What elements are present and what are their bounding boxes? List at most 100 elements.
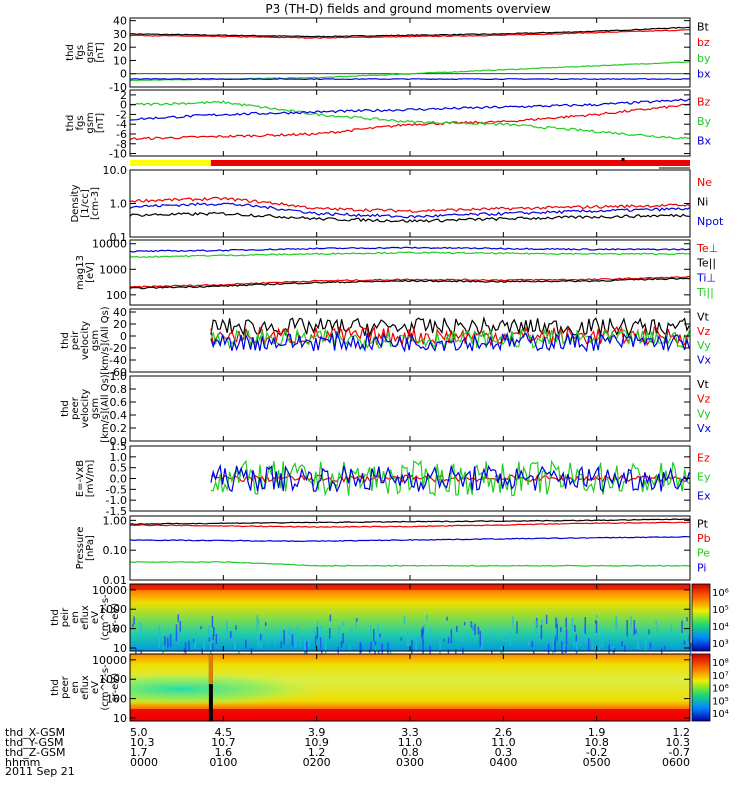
time-axis-value: 0500 <box>583 756 611 769</box>
spectrogram-streak <box>324 646 327 661</box>
time-axis-value: 4.5 <box>215 726 233 739</box>
legend-entry: Ey <box>697 470 711 483</box>
y-tick-label: 1000 <box>99 263 127 276</box>
series-line-Vx <box>210 330 690 353</box>
legend-entry: Vt <box>697 310 710 323</box>
spectrogram-streak <box>637 632 639 649</box>
time-axis: thd_X-GSM 5.0 4.5 3.9 3.3 2.6 1.9 1.2 thd_Y-GSM 1… <box>5 726 690 769</box>
panel-ylabel: [nPa] <box>85 535 96 561</box>
time-axis-row-label: thd_X-GSM <box>5 726 65 739</box>
y-tick-label: 0.6 <box>110 396 128 409</box>
panel-ylabel: gsm <box>90 330 101 351</box>
spectrogram-streak <box>612 646 615 658</box>
spectrogram-streak <box>209 642 212 657</box>
spectrogram-streak <box>411 640 413 655</box>
spectrogram-streak <box>169 634 172 647</box>
y-tick-label: -0.5 <box>106 483 127 496</box>
series-line-Bt <box>129 26 691 38</box>
y-tick-label: 0.0 <box>110 435 128 448</box>
spectrogram-streak <box>516 621 518 634</box>
spectrogram-streak <box>552 638 554 656</box>
spectrogram-streak <box>615 615 618 629</box>
panel-ylabel: peir <box>70 330 81 350</box>
series-line-Bz <box>129 103 691 141</box>
panel-ylabel: fgs <box>75 45 86 60</box>
spectrogram-streak <box>178 638 180 642</box>
spectrogram-streak <box>584 616 587 634</box>
time-axis-value: 3.9 <box>308 726 326 739</box>
spectrogram-streak <box>338 626 340 635</box>
spectrogram-streak <box>226 621 228 638</box>
spectrogram-streak <box>370 641 372 651</box>
y-tick-label: 100 <box>106 693 127 706</box>
panel-fgs_zoom: Bz By Bx 20-2-4-6-8-10 thd fgs gsm [nT] <box>65 89 712 161</box>
spectrogram-streak <box>648 629 650 635</box>
spectrogram-streak <box>493 630 496 637</box>
spectrogram-streak <box>325 635 328 644</box>
panel-ylabel: thd <box>65 44 76 61</box>
time-axis-value: 0300 <box>396 756 424 769</box>
series-line-Vt <box>210 315 690 339</box>
spectrogram-streak <box>422 626 424 635</box>
time-axis-row-label: hhmm <box>5 756 40 769</box>
colorbar-tick-label: 10⁶ <box>712 684 729 695</box>
panel-ylabel: thd <box>50 679 61 696</box>
colorbar-tick-label: 10⁸ <box>712 658 729 669</box>
spectrogram-streak <box>447 637 450 644</box>
series-line-Ey <box>210 459 690 497</box>
spectrogram-streak <box>555 632 558 640</box>
spectrogram-streak <box>586 637 588 644</box>
legend-entry: Vz <box>697 325 711 338</box>
spectrogram-streak <box>601 629 604 643</box>
spectrogram-streak <box>688 634 691 643</box>
spectrogram-streak <box>329 614 332 622</box>
spectrogram-streak <box>450 629 453 644</box>
spectrogram-streak <box>312 627 315 635</box>
y-tick-label: 1.0 <box>110 198 128 211</box>
spectrogram-streak <box>594 619 597 624</box>
legend-entry: Bx <box>697 134 712 147</box>
spectrogram-streak <box>554 636 556 653</box>
spectrogram-streak <box>608 633 610 645</box>
y-tick-label: 20 <box>113 318 127 331</box>
spectrogram-streak <box>256 615 259 633</box>
panel-ylabel: en <box>70 681 81 694</box>
spectrogram-streak <box>426 614 428 622</box>
panel-ylabel: Pressure <box>75 527 86 570</box>
spectrogram-streak <box>621 640 623 647</box>
spectrogram-streak <box>348 644 351 650</box>
series-line-Pb <box>130 521 691 528</box>
panel-ylabel: en <box>70 611 81 624</box>
time-axis-row-label: thd_Z-GSM <box>5 746 65 759</box>
spectrogram-streak <box>184 642 187 657</box>
spectrogram-streak <box>299 633 301 647</box>
legend-entry: Bt <box>697 21 710 34</box>
y-tick-label: 10.0 <box>103 164 128 177</box>
spectrogram-streak <box>574 624 576 633</box>
spectrogram-streak <box>234 643 236 650</box>
panel-ylabel: E=-VxB <box>75 460 86 497</box>
spectrogram-streak <box>326 630 329 634</box>
panel-ylabel: [eV] <box>85 262 96 283</box>
spectrogram-streak <box>291 634 294 647</box>
spectrogram-streak <box>670 624 673 639</box>
colorbar <box>691 653 711 722</box>
spectrogram-streak <box>512 616 514 627</box>
series-line-Ti|| <box>129 251 691 259</box>
spectrogram-streak <box>456 625 458 632</box>
spectrogram-streak <box>683 640 686 645</box>
y-tick-label: 100 <box>106 623 127 636</box>
spectrogram-streak <box>133 616 135 625</box>
spectrogram-streak <box>553 633 556 639</box>
y-tick-label: -6 <box>116 128 127 141</box>
spectrogram-streak <box>355 620 357 628</box>
legend-entry: Ti|| <box>696 286 714 299</box>
spectrogram-streak <box>316 621 319 632</box>
spectrogram-streak <box>211 643 214 652</box>
y-tick-label: 10 <box>113 54 127 67</box>
spectrogram-streak <box>324 643 327 650</box>
series-line-Te|| <box>129 277 691 290</box>
colorbar-tick-label: 10⁵ <box>712 696 729 707</box>
